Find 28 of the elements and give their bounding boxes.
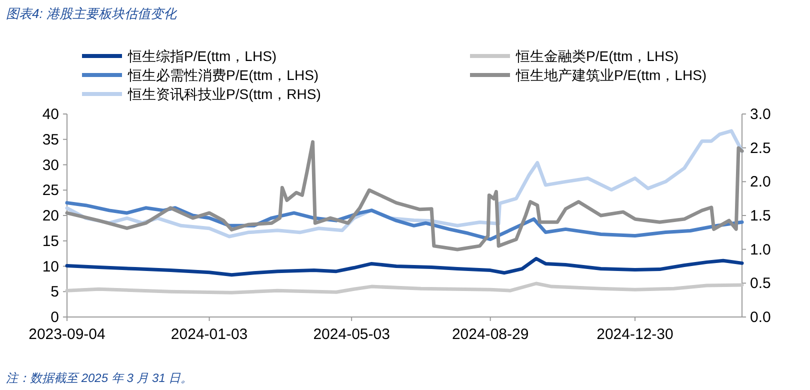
y2-tick-label: 2.5	[750, 140, 771, 157]
y2-tick-label: 0.5	[750, 275, 771, 292]
y-tick-label: 35	[42, 131, 59, 148]
chart-title: 图表4: 港股主要板块估值变化	[6, 6, 178, 21]
legend-label: 恒生地产建筑业P/E(ttm，LHS)	[515, 67, 707, 83]
legend-label: 恒生资讯科技业P/S(ttm，RHS)	[127, 86, 321, 102]
y-tick-label: 5	[50, 284, 59, 301]
y-tick-label: 40	[42, 106, 59, 123]
x-tick-label: 2024-08-29	[452, 326, 529, 343]
y2-tick-label: 1.0	[750, 241, 771, 258]
x-tick-label: 2024-12-30	[596, 326, 674, 343]
y-tick-label: 25	[42, 182, 59, 200]
y-tick-label: 20	[42, 208, 59, 224]
x-tick-label: 2023-09-04	[28, 326, 106, 343]
legend-label: 恒生金融类P/E(ttm，LHS)	[515, 48, 679, 64]
y2-tick-label: 3.0	[750, 106, 771, 123]
x-tick-label: 2024-05-03	[313, 326, 390, 343]
legend-label: 恒生综指P/E(ttm，LHS)	[127, 48, 277, 64]
x-tick-label: 2024-01-03	[170, 326, 248, 343]
legend-label: 恒生必需性消费P/E(ttm，LHS)	[127, 67, 319, 83]
y-tick-label: 15	[42, 232, 59, 250]
y2-tick-label: 0.0	[750, 309, 771, 326]
y2-tick-label: 2.0	[750, 174, 771, 191]
y-tick-label: 30	[42, 156, 59, 174]
y-tick-label: 10	[42, 258, 59, 276]
y-tick-label: 0	[50, 309, 59, 326]
y2-tick-label: 1.5	[750, 208, 771, 224]
text: 注：数据截至 2025 年 3 月 31 日。	[6, 371, 193, 385]
